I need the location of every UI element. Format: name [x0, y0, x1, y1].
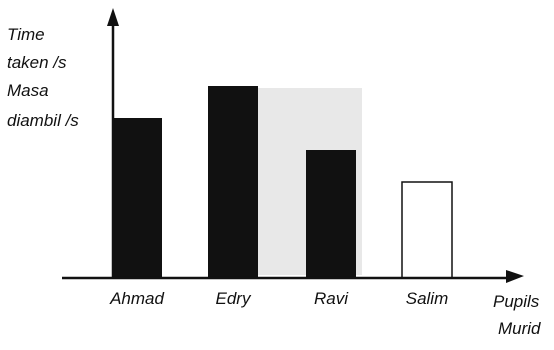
- category-label-ravi: Ravi: [314, 289, 349, 308]
- bar-salim: [401, 181, 453, 279]
- y-axis-label-line-2: taken /s: [7, 53, 67, 72]
- category-label-ahmad: Ahmad: [109, 289, 164, 308]
- category-label-edry: Edry: [216, 289, 252, 308]
- bar-edry: [208, 86, 258, 278]
- bar-ahmad: [112, 118, 162, 278]
- category-label-salim: Salim: [406, 289, 449, 308]
- y-axis-arrowhead: [107, 8, 119, 26]
- category-labels-group: Ahmad Edry Ravi Salim: [109, 289, 448, 308]
- x-axis-label-line-2: Murid: [498, 319, 541, 338]
- y-axis-label-line-4: diambil /s: [7, 111, 79, 130]
- y-axis-label-line-1: Time: [7, 25, 45, 44]
- y-axis-label-line-3: Masa: [7, 81, 49, 100]
- x-axis-label-line-1: Pupils: [493, 292, 540, 311]
- x-axis-arrowhead: [506, 270, 524, 283]
- bars-group: [112, 86, 453, 279]
- bar-ravi: [306, 150, 356, 278]
